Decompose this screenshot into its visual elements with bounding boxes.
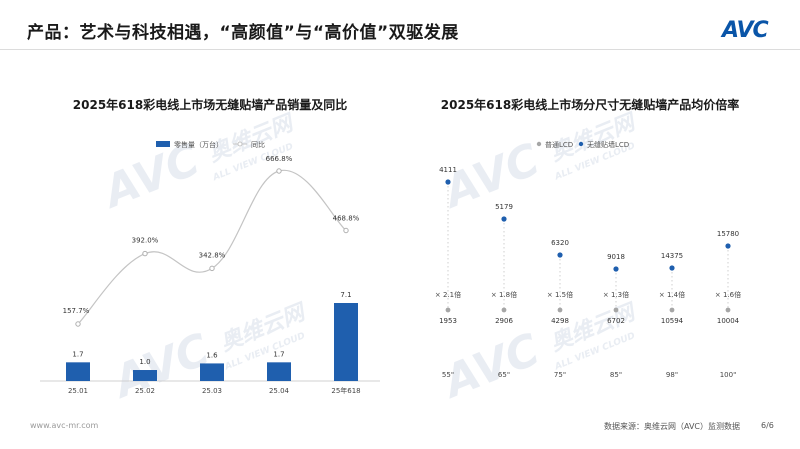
yoy-value-label: 666.8% (266, 155, 293, 163)
seamless-point-1 (501, 216, 507, 222)
seamless-point-0 (445, 179, 451, 185)
size-tick-label: 98" (666, 371, 678, 379)
seamless-point-5 (725, 243, 731, 249)
page-title: 产品：艺术与科技相遇，“高颜值”与“高价值”双驱发展 (27, 23, 459, 43)
sales-volume-chart: 2025年618彩电线上市场无缝贴墙产品销量及同比 零售量（万台） 同比 1.7 1… (40, 97, 380, 395)
seamless-value-label: 4111 (439, 166, 457, 174)
legend-label-seamless: 无缝贴墙LCD (587, 140, 629, 149)
x-tick-label: 25.02 (135, 387, 155, 395)
bar-value-label: 1.0 (139, 358, 150, 366)
header-divider (0, 49, 800, 50)
size-tick-label: 100" (720, 371, 737, 379)
bar-25.03 (200, 363, 224, 381)
bar-25.02 (133, 370, 157, 381)
seamless-value-label: 14375 (661, 252, 683, 260)
seamless-value-label: 9018 (607, 253, 625, 261)
bar-value-label: 1.7 (72, 350, 83, 358)
seamless-point-3 (613, 266, 619, 272)
chart2-title: 2025年618彩电线上市场分尺寸无缝贴墙产品均价倍率 (441, 97, 739, 112)
size-tick-label: 65" (498, 371, 510, 379)
yoy-value-label: 342.8% (199, 251, 226, 259)
legend-marker-yoy (237, 141, 243, 147)
seamless-value-label: 15780 (717, 230, 739, 238)
chart2-legend: 普通LCD 无缝贴墙LCD (536, 140, 629, 149)
multiplier-label: × 1.8倍 (491, 290, 517, 299)
normal-value-label: 1953 (439, 317, 457, 325)
normal-value-label: 2906 (495, 317, 513, 325)
page-number: 6/6 (761, 421, 774, 430)
legend-label-normal: 普通LCD (545, 140, 573, 149)
yoy-point (276, 168, 282, 174)
bar-25.01 (66, 362, 90, 381)
x-tick-label: 25.04 (269, 387, 290, 395)
bar-25.04 (267, 362, 291, 381)
seamless-value-label: 5179 (495, 203, 513, 211)
seamless-point-4 (669, 265, 675, 271)
chart1-legend: 零售量（万台） 同比 (156, 140, 265, 149)
yoy-value-label: 157.7% (63, 307, 90, 315)
x-tick-label: 25.01 (68, 387, 88, 395)
watermark-brand: AVC (434, 324, 546, 409)
watermark-right-top: AVC 奥维云网 ALL VIEW CLOUD (434, 109, 640, 219)
legend-dot-normal (536, 141, 542, 147)
normal-point-3 (613, 307, 619, 313)
bar-value-label: 7.1 (340, 291, 351, 299)
legend-dot-seamless (578, 141, 584, 147)
footer-source: 数据来源：奥维云网（AVC）监测数据 (604, 422, 741, 431)
x-tick-label: 25年618 (331, 386, 360, 395)
size-tick-label: 75" (554, 371, 566, 379)
normal-value-label: 6702 (607, 317, 625, 325)
multiplier-label: × 1.4倍 (659, 290, 685, 299)
legend-label-yoy: 同比 (251, 140, 265, 149)
yoy-point (209, 265, 215, 272)
normal-value-label: 10594 (661, 317, 684, 325)
seamless-point-2 (557, 252, 563, 258)
watermark-brand: AVC (434, 134, 546, 219)
multiplier-label: × 1.3倍 (603, 290, 629, 299)
normal-value-label: 10004 (717, 317, 740, 325)
chart1-title: 2025年618彩电线上市场无缝贴墙产品销量及同比 (73, 97, 347, 112)
normal-point-4 (669, 307, 675, 313)
price-multiplier-chart: 2025年618彩电线上市场分尺寸无缝贴墙产品均价倍率 普通LCD 无缝贴墙LCD… (435, 97, 741, 379)
yoy-value-label: 468.8% (333, 215, 360, 223)
yoy-point (343, 227, 349, 234)
watermark-right-bottom: AVC 奥维云网 ALL VIEW CLOUD (434, 299, 640, 409)
normal-point-0 (445, 307, 451, 313)
normal-point-1 (501, 307, 507, 313)
yoy-value-label: 392.0% (132, 237, 159, 245)
multiplier-label: × 1.6倍 (715, 290, 741, 299)
multiplier-label: × 1.5倍 (547, 290, 573, 299)
yoy-point (75, 321, 81, 327)
footer-website: www.avc-mr.com (30, 421, 99, 430)
multiplier-label: × 2.1倍 (435, 290, 461, 299)
yoy-point (142, 250, 148, 257)
bar-25年618 (334, 303, 358, 381)
normal-point-5 (725, 307, 731, 313)
bar-value-label: 1.7 (273, 350, 284, 358)
size-tick-label: 55" (442, 371, 454, 379)
legend-swatch-volume (156, 141, 170, 147)
watermark-brand: AVC (104, 324, 216, 409)
avc-logo: AVC (722, 18, 769, 43)
normal-point-2 (557, 307, 563, 313)
x-tick-label: 25.03 (202, 387, 222, 395)
bar-value-label: 1.6 (206, 351, 218, 359)
seamless-value-label: 6320 (551, 239, 569, 247)
normal-value-label: 4298 (551, 317, 569, 325)
legend-label-volume: 零售量（万台） (174, 140, 223, 149)
size-tick-label: 85" (610, 371, 622, 379)
